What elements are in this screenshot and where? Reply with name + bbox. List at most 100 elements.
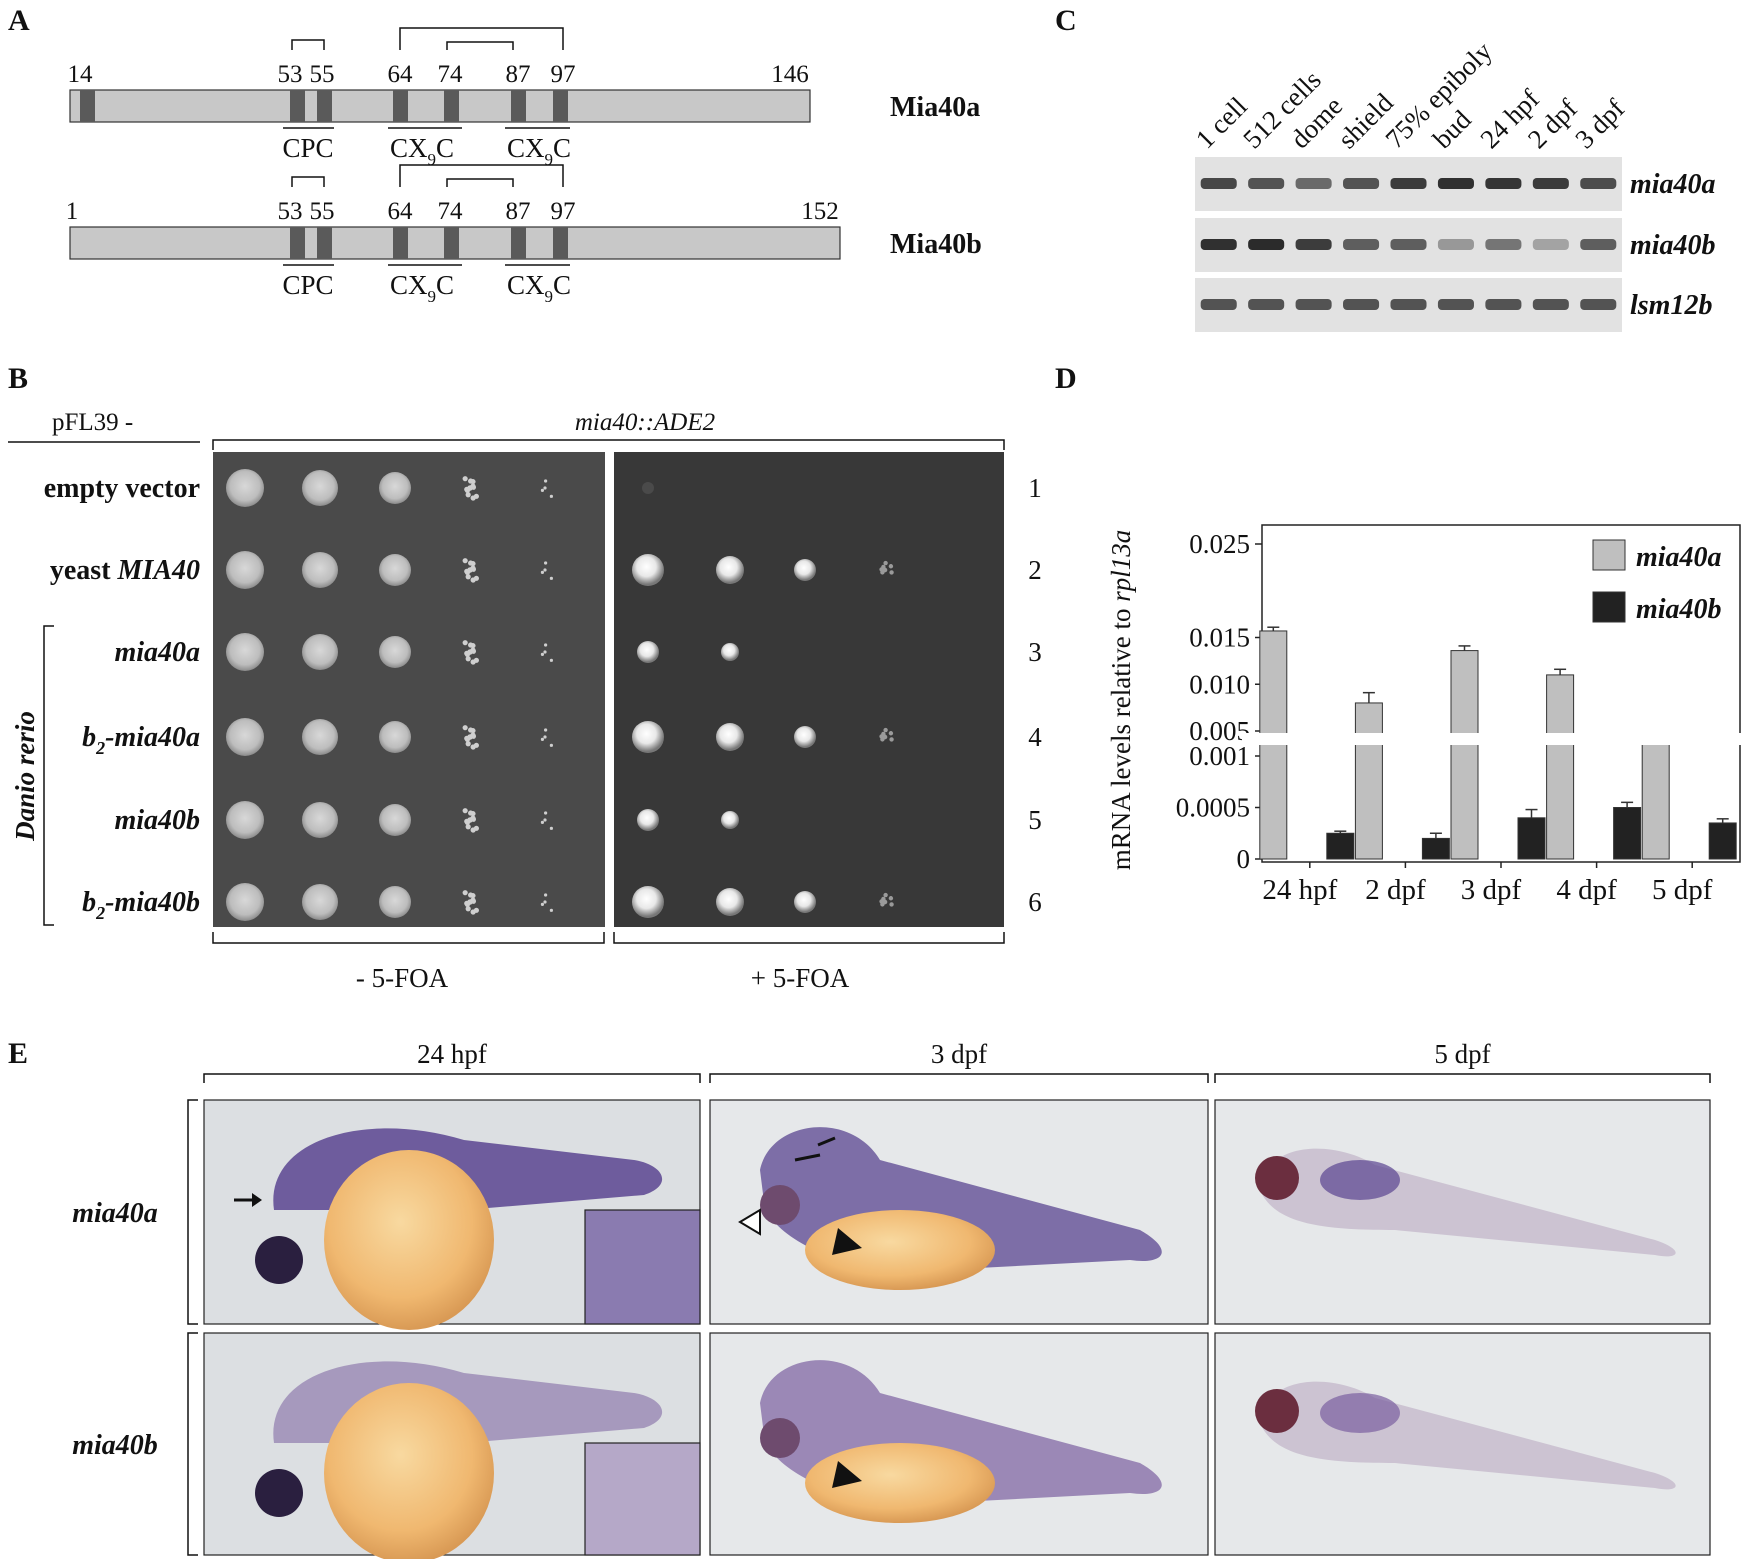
bar-mia40b bbox=[1708, 822, 1737, 860]
colony-spot bbox=[302, 802, 338, 838]
residue-label: 97 bbox=[551, 198, 576, 225]
colony-microspot bbox=[470, 728, 476, 734]
embryo-image bbox=[203, 1332, 701, 1559]
colony-microspot bbox=[462, 890, 468, 896]
panel-label-c: C bbox=[1055, 4, 1077, 37]
panel-label-a: A bbox=[8, 4, 30, 37]
residue-label: 64 bbox=[388, 198, 414, 225]
disulfide-bracket bbox=[446, 178, 514, 187]
gene-row-label-mia40b: mia40b bbox=[72, 1430, 158, 1461]
colony-microspot bbox=[544, 893, 548, 897]
strain-row-label: yeast MIA40 bbox=[50, 555, 200, 586]
colony-microspot bbox=[543, 568, 547, 572]
residue-start-label: 14 bbox=[68, 61, 94, 88]
colony-microspot bbox=[462, 640, 468, 646]
disulfide-bracket bbox=[399, 164, 564, 187]
panel-a-domain-diagram: 14 146 53 55 64 74 87 97 CPC CX9C CX9C Mia40a 1 152 53… bbox=[66, 27, 982, 306]
strain-row-label: b2-mia40a bbox=[82, 722, 200, 758]
colony-spot bbox=[794, 891, 816, 913]
colony-microspot bbox=[470, 733, 477, 739]
y-tick-label: 0.0005 bbox=[1176, 793, 1250, 823]
colony-spots bbox=[226, 469, 894, 921]
yolk-sac bbox=[324, 1150, 494, 1330]
bar-mia40b bbox=[1517, 817, 1546, 860]
colony-spot bbox=[226, 469, 264, 507]
colony-microspot bbox=[470, 816, 477, 822]
stage-label: 24 hpf bbox=[417, 1039, 487, 1069]
gel-band bbox=[1343, 299, 1380, 310]
strain-row-number: 5 bbox=[1028, 805, 1042, 835]
residue-label: 74 bbox=[438, 61, 464, 88]
gel-band bbox=[1248, 239, 1285, 250]
disulfide-bracket bbox=[399, 27, 564, 50]
y-tick-label: 0 bbox=[1237, 844, 1251, 874]
colony-microspot bbox=[470, 659, 476, 665]
colony-spot bbox=[226, 633, 264, 671]
colony-spot bbox=[637, 809, 659, 831]
strain-row-number: 6 bbox=[1028, 887, 1042, 917]
x-tick-label: 5 dpf bbox=[1652, 874, 1713, 906]
colony-microspot bbox=[470, 744, 476, 750]
y-tick-label: 0.001 bbox=[1189, 741, 1250, 771]
cysteine-motif-box bbox=[317, 227, 332, 259]
cysteine-motif-box bbox=[290, 227, 305, 259]
arrow-indicator bbox=[817, 1136, 836, 1147]
cysteine-motif-box bbox=[553, 90, 568, 122]
strain-row-label: mia40a bbox=[114, 637, 200, 668]
embryo-image bbox=[203, 1099, 701, 1330]
bar-mia40b bbox=[1613, 807, 1642, 860]
colony-microspot bbox=[889, 570, 894, 575]
residue-end-label: 152 bbox=[801, 198, 839, 225]
gel-band bbox=[1295, 239, 1332, 250]
arrow-indicator bbox=[794, 1153, 821, 1162]
colony-spot bbox=[302, 634, 338, 670]
strain-row-number: 2 bbox=[1028, 555, 1042, 585]
motif-label-cx9c: CX9C bbox=[390, 270, 454, 306]
stage-label: 5 dpf bbox=[1434, 1039, 1490, 1069]
protein-bar-Mia40a bbox=[69, 89, 811, 123]
y-tick-label: 0.010 bbox=[1189, 669, 1250, 699]
colony-microspot bbox=[540, 488, 545, 492]
colony-spot bbox=[716, 723, 744, 751]
cysteine-motif-box bbox=[290, 90, 305, 122]
gel-band bbox=[1390, 299, 1427, 310]
panel-label-e: E bbox=[8, 1037, 28, 1070]
bar-mia40a bbox=[1641, 737, 1670, 860]
cysteine-motif-box bbox=[317, 90, 332, 122]
colony-spot bbox=[637, 641, 659, 663]
colony-microspot bbox=[465, 741, 471, 747]
colony-microspot bbox=[540, 652, 545, 656]
colony-spot bbox=[302, 719, 338, 755]
disulfide-bracket bbox=[291, 39, 325, 50]
x-tick-label: 4 dpf bbox=[1556, 874, 1617, 906]
colony-microspot bbox=[883, 727, 888, 733]
colony-microspot bbox=[470, 827, 476, 833]
bar-mia40a bbox=[1546, 674, 1575, 860]
minus-foa-bracket bbox=[212, 932, 605, 944]
head-stain bbox=[1320, 1160, 1400, 1200]
colony-microspot bbox=[470, 648, 477, 654]
arrowhead-indicator bbox=[832, 1228, 862, 1255]
colony-spot bbox=[379, 721, 411, 753]
colony-microspot bbox=[465, 824, 471, 830]
residue-label: 55 bbox=[310, 198, 335, 225]
colony-microspot bbox=[544, 479, 548, 483]
open-arrowhead-indicator bbox=[738, 1208, 761, 1236]
gel-band bbox=[1532, 178, 1569, 189]
residue-label: 87 bbox=[506, 198, 531, 225]
gene-row-label-mia40a: mia40a bbox=[72, 1198, 158, 1229]
legend-swatch-mia40b bbox=[1592, 591, 1626, 623]
axis-break-gap bbox=[1242, 733, 1742, 745]
condition-minus-foa: - 5-FOA bbox=[356, 963, 449, 993]
colony-microspot bbox=[470, 643, 476, 649]
colony-microspot bbox=[462, 558, 468, 564]
gel-band bbox=[1200, 178, 1237, 189]
colony-spot bbox=[632, 886, 664, 918]
larva-eye bbox=[1255, 1389, 1299, 1433]
colony-spot bbox=[226, 883, 264, 921]
cysteine-motif-box bbox=[511, 90, 526, 122]
condition-plus-foa: + 5-FOA bbox=[751, 963, 850, 993]
colony-microspot bbox=[465, 656, 471, 662]
